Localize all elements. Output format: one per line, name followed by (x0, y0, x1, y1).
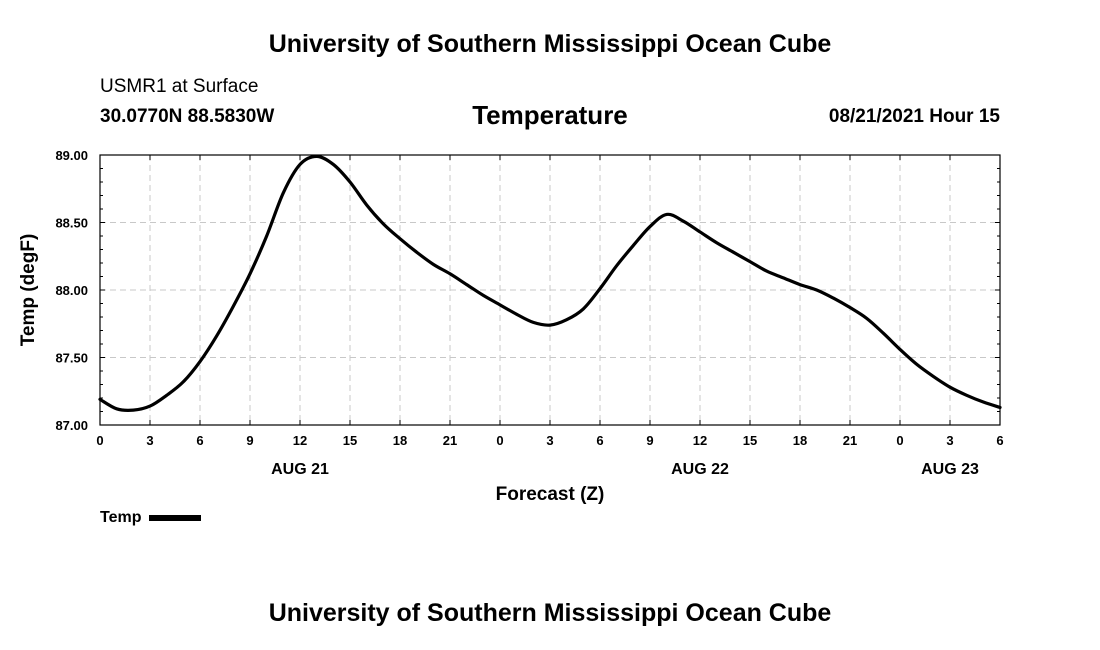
y-tick-labels: 87.00 87.50 88.00 88.50 89.00 (55, 148, 88, 433)
x-tick-label: 12 (693, 433, 707, 448)
x-tick-label: 18 (393, 433, 407, 448)
y-tick-label: 87.00 (55, 418, 88, 433)
date-labels: AUG 21 AUG 22 AUG 23 (271, 461, 979, 478)
x-tick-label: 6 (596, 433, 603, 448)
x-tick-label: 9 (646, 433, 653, 448)
grid-lines (100, 155, 1000, 425)
x-tick-label: 3 (546, 433, 553, 448)
x-tick-label: 18 (793, 433, 807, 448)
y-tick-label: 88.00 (55, 283, 88, 298)
legend-label: Temp (100, 509, 142, 526)
x-tick-label: 6 (996, 433, 1003, 448)
footer-title: University of Southern Mississippi Ocean… (268, 599, 832, 627)
date-label: AUG 22 (671, 461, 729, 478)
x-tick-label: 0 (496, 433, 503, 448)
x-tick-label: 9 (246, 433, 253, 448)
station-label: USMR1 at Surface (100, 76, 259, 97)
date-label: AUG 23 (921, 461, 979, 478)
x-axis-title: Forecast (Z) (496, 484, 605, 505)
x-tick-label: 15 (743, 433, 757, 448)
header-title: University of Southern Mississippi Ocean… (268, 30, 832, 58)
y-axis-title: Temp (degF) (18, 234, 39, 347)
x-tick-label: 12 (293, 433, 307, 448)
x-tick-label: 0 (96, 433, 103, 448)
y-tick-label: 87.50 (55, 351, 88, 366)
legend-swatch (149, 515, 202, 521)
chart-title: Temperature (472, 100, 628, 130)
date-label: AUG 21 (271, 461, 329, 478)
forecast-datetime: 08/21/2021 Hour 15 (828, 106, 1000, 127)
x-tick-label: 15 (343, 433, 357, 448)
temp-series-line (98, 154, 1002, 412)
x-tick-labels: 0 3 6 9 12 15 18 21 0 3 6 9 12 15 18 21 0 3 6 (96, 433, 1003, 448)
station-coordinates: 30.0770N 88.5830W (100, 106, 275, 127)
axis-ticks (99, 154, 1001, 426)
y-tick-label: 89.00 (55, 148, 88, 163)
x-tick-label: 21 (843, 433, 857, 448)
x-tick-label: 21 (443, 433, 457, 448)
x-tick-label: 3 (946, 433, 953, 448)
y-tick-label: 88.50 (55, 216, 88, 231)
legend: Temp (100, 509, 202, 527)
x-tick-label: 6 (196, 433, 203, 448)
x-tick-label: 0 (896, 433, 903, 448)
x-tick-label: 3 (146, 433, 153, 448)
